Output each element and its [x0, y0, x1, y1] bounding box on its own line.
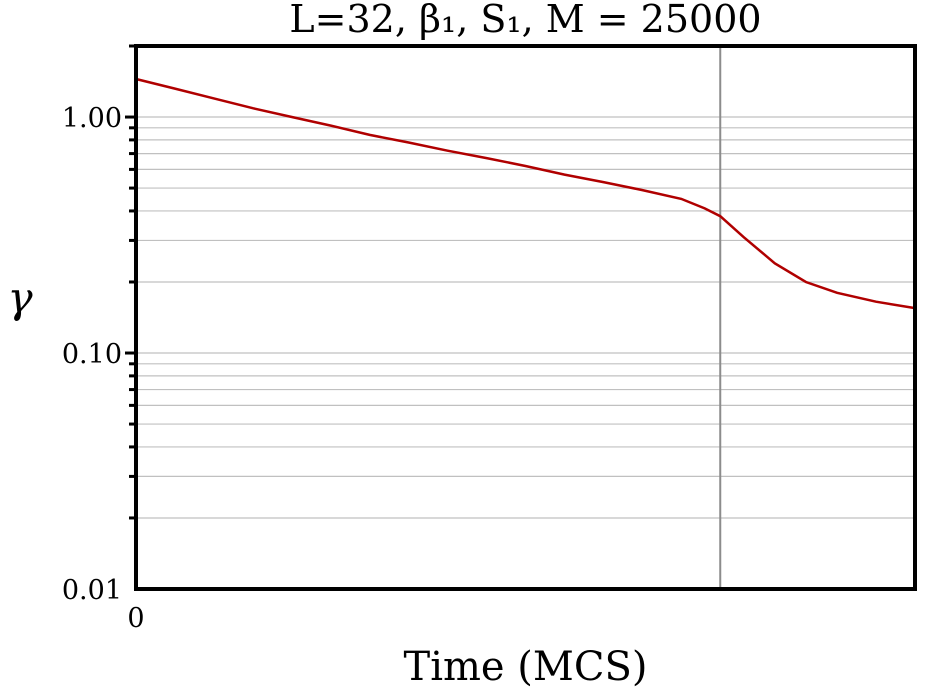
y-axis-label: γ — [7, 273, 33, 322]
chart-title: L=32, β₁, S₁, M = 25000 — [289, 0, 761, 41]
grid-lines — [136, 45, 915, 519]
x-tick-label: 0 — [127, 603, 144, 634]
series-line — [135, 77, 916, 310]
x-axis-label: Time (MCS) — [404, 644, 648, 690]
axis-ticks: 0.01 0.10 1.00 0 — [62, 44, 145, 634]
y-tick-label: 0.01 — [62, 575, 122, 606]
y-tick-label: 1.00 — [62, 103, 122, 134]
y-tick-label: 0.10 — [62, 339, 122, 370]
plot-frame — [134, 44, 917, 591]
